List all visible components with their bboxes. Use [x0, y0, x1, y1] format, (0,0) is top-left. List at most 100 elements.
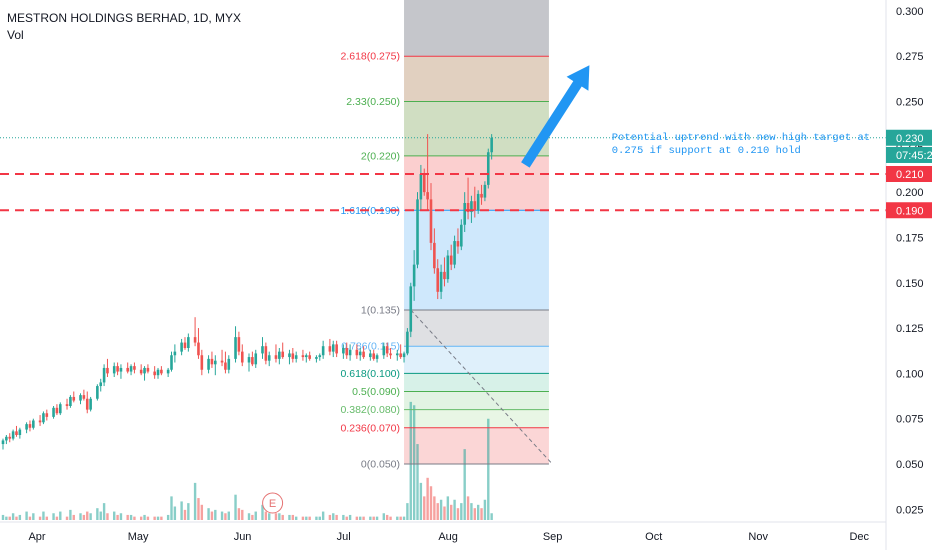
volume-bar	[419, 482, 423, 520]
volume-bar	[355, 516, 359, 520]
volume-bar	[119, 513, 123, 520]
fib-level-label: 0.618(0.100)	[340, 368, 400, 380]
volume-bar	[146, 516, 150, 520]
volume-bar	[86, 511, 89, 520]
candle-body	[247, 357, 251, 363]
x-tick-label: Aug	[438, 531, 458, 543]
volume-bar	[268, 513, 271, 520]
volume-bar	[490, 513, 493, 520]
candle-body	[79, 395, 82, 401]
price-tag-label: 0.210	[896, 169, 924, 181]
x-tick-label: Jul	[337, 531, 351, 543]
volume-bar	[342, 514, 345, 520]
volume-bar	[25, 511, 28, 520]
candle-body	[166, 369, 170, 374]
candle-body	[25, 424, 28, 430]
volume-bar	[470, 503, 473, 520]
volume-bar	[460, 503, 463, 520]
candle-body	[342, 348, 345, 354]
candle-body	[116, 366, 119, 372]
candle-body	[224, 362, 227, 370]
volume-bar	[42, 511, 45, 520]
x-tick-label: Dec	[849, 531, 869, 543]
fib-level-label: 1(0.135)	[361, 304, 400, 316]
volume-bar	[183, 509, 187, 520]
candle-body	[362, 351, 365, 358]
annotation-text: Potential uptrend with new high target a…	[612, 132, 870, 144]
volume-bar	[251, 514, 254, 520]
volume-bar	[79, 513, 82, 520]
candle-body	[375, 355, 379, 359]
volume-bar	[96, 508, 99, 520]
volume-bar	[278, 513, 281, 520]
candle-body	[412, 264, 416, 287]
volume-bar	[254, 511, 257, 520]
candle-body	[463, 203, 466, 225]
volume-bar	[200, 504, 204, 520]
candle-body	[315, 357, 318, 359]
price-tag-bg	[886, 166, 932, 182]
candle-body	[153, 371, 156, 376]
volume-bar	[1, 514, 5, 520]
x-tick-label: Apr	[28, 531, 45, 543]
volume-bar	[466, 496, 470, 520]
volume-bar	[210, 511, 214, 520]
price-tag-label: 0.190	[896, 205, 924, 217]
candle-body	[156, 369, 160, 376]
volume-bar	[55, 516, 59, 520]
volume-bar	[143, 514, 146, 520]
candle-body	[473, 201, 477, 211]
volume-bar	[483, 499, 487, 520]
candle-body	[69, 396, 72, 406]
volume-bar	[11, 513, 15, 520]
y-tick-label: 0.250	[896, 97, 924, 109]
candle-body	[294, 355, 298, 359]
fib-zone	[404, 210, 549, 310]
volume-bar	[89, 513, 92, 520]
candle-body	[180, 342, 183, 352]
volume-bar	[274, 513, 278, 520]
candle-body	[429, 199, 433, 243]
candle-body	[210, 358, 214, 365]
candle-body	[486, 152, 490, 185]
volume-bar	[416, 444, 419, 520]
volume-bar	[446, 496, 450, 520]
candle-body	[402, 353, 406, 358]
trend-lines	[0, 137, 886, 465]
volume-bar	[224, 513, 227, 520]
volume-bar	[153, 516, 156, 520]
candle-body	[318, 355, 322, 358]
x-tick-label: Oct	[645, 531, 662, 543]
y-tick-label: 0.050	[896, 459, 924, 471]
volume-bar	[160, 516, 163, 520]
candle-body	[483, 184, 487, 198]
fib-level-label: 2(0.220)	[361, 150, 400, 162]
candle-body	[160, 369, 163, 374]
volume-bar	[328, 514, 332, 520]
volume-bar	[321, 511, 325, 520]
candle-body	[406, 331, 409, 354]
candle-body	[106, 367, 109, 374]
candle-body	[15, 431, 18, 435]
fib-zone	[404, 0, 549, 57]
candle-body	[422, 174, 426, 193]
candle-body	[274, 355, 278, 359]
fib-zone	[404, 391, 549, 410]
volume-bar	[129, 514, 133, 520]
candle-body	[308, 355, 311, 359]
volume-bar	[214, 509, 217, 520]
volume-bar	[156, 516, 160, 520]
candle-body	[436, 268, 440, 292]
volume-bar	[133, 516, 136, 520]
price-tag-bg	[886, 202, 932, 219]
candle-body	[443, 271, 446, 280]
volume-bar	[207, 508, 210, 520]
volume-bar	[294, 516, 298, 520]
volume-bar	[315, 516, 318, 520]
volume-bar	[453, 499, 456, 520]
candle-body	[52, 407, 55, 417]
fib-level-label: 0(0.050)	[361, 459, 400, 471]
candle-body	[187, 337, 190, 348]
candle-body	[470, 201, 473, 213]
